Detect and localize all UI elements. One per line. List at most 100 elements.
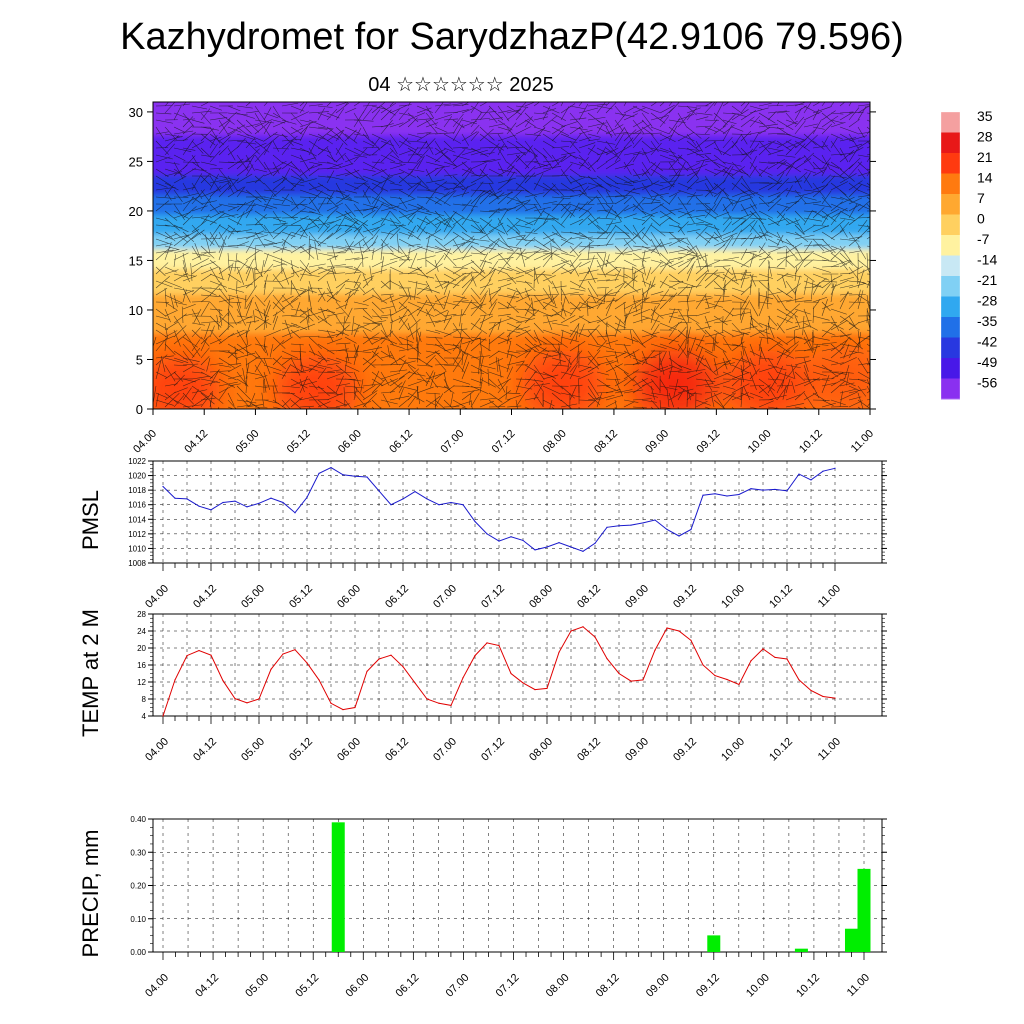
wind-barb [335, 304, 348, 310]
wind-barb [263, 182, 277, 197]
wind-barb [218, 364, 232, 368]
wind-barb [263, 102, 268, 107]
wind-barb [317, 167, 337, 170]
wind-barb [515, 349, 531, 359]
wind-barb [236, 166, 250, 177]
wind-barb [263, 274, 268, 289]
wind-barb [830, 346, 845, 359]
wind-barb [371, 378, 384, 387]
wind-barb [794, 245, 803, 261]
precip-xtick-label: 10.12 [794, 972, 822, 1000]
wind-barb [407, 318, 421, 331]
wind-barb [344, 257, 360, 261]
wind-barb [209, 282, 222, 296]
wind-barb [758, 201, 774, 205]
wind-barb [650, 193, 659, 205]
wind-barb [164, 171, 182, 177]
wind-barb [632, 124, 651, 135]
wind-barb [380, 372, 401, 380]
wind-barb [290, 269, 304, 275]
wind-barb [767, 245, 782, 248]
pmsl-xtick-label: 08.12 [575, 583, 603, 611]
wind-barb [452, 357, 466, 373]
wind-barb [191, 329, 202, 340]
wind-barb [569, 302, 580, 317]
wind-barb [785, 180, 803, 184]
wind-barb [740, 149, 758, 156]
wind-barb [164, 343, 176, 355]
wind-barb [245, 133, 265, 142]
wind-barb [587, 397, 602, 401]
wind-barb [479, 244, 494, 254]
wind-barb [434, 191, 450, 205]
wind-barb [794, 158, 812, 170]
wind-barb [317, 357, 330, 362]
wind-barb [830, 406, 849, 408]
wind-barb [785, 344, 799, 359]
wind-barb [317, 336, 334, 338]
wind-barb [416, 385, 419, 401]
wind-barb [443, 313, 457, 317]
wind-barb [704, 140, 725, 142]
temp-ytick-label: 12 [137, 678, 146, 687]
wind-barb [722, 336, 732, 351]
wind-barb [317, 107, 325, 121]
wind-barb [749, 143, 760, 156]
wind-barb [488, 287, 492, 306]
wind-barb [236, 186, 246, 198]
wind-barb [758, 253, 771, 268]
wind-barb [857, 105, 867, 121]
wind-barb [848, 336, 863, 350]
wind-barb [382, 393, 391, 408]
wind-barb [839, 196, 859, 205]
wind-barb [704, 159, 718, 163]
wind-barb [794, 319, 812, 324]
wind-barb [578, 107, 598, 114]
wind-barb [506, 165, 515, 177]
wind-barb [533, 196, 542, 209]
wind-barb [254, 266, 264, 278]
wind-barb [758, 230, 769, 240]
wind-barb [425, 235, 430, 254]
wind-barb [695, 297, 713, 303]
wind-barb [308, 238, 327, 245]
wind-barb [380, 238, 394, 253]
wind-barb [767, 219, 786, 226]
wind-barb [695, 311, 710, 317]
pmsl-ytick-label: 1020 [128, 472, 146, 481]
wind-barb [839, 147, 849, 163]
wind-barb [389, 375, 405, 387]
wind-barb [614, 133, 625, 149]
wind-barb [488, 260, 499, 275]
wind-barb [281, 314, 298, 317]
wind-barb [479, 126, 495, 141]
wind-barb [767, 357, 778, 373]
wind-barb [578, 364, 595, 369]
wind-barb [362, 185, 370, 198]
wind-barb [245, 355, 261, 366]
wind-barb [731, 329, 749, 335]
wind-barb [317, 308, 336, 313]
wind-barb [272, 161, 280, 174]
wind-barb [245, 258, 254, 275]
wind-barb [704, 189, 717, 195]
wind-barb [434, 399, 446, 409]
wind-barb [326, 163, 343, 170]
wind-barb [569, 364, 578, 380]
wind-barb [227, 259, 242, 263]
wind-barb [389, 350, 398, 365]
pmsl-point [810, 479, 812, 481]
temp-point [222, 680, 224, 682]
wind-barb [802, 315, 805, 336]
wind-barb [194, 243, 202, 261]
wind-barb [290, 127, 304, 135]
wind-barb [587, 287, 597, 304]
wind-barb [173, 371, 184, 382]
wind-barb [380, 231, 394, 235]
wind-barb [506, 108, 522, 121]
wind-barb [695, 383, 714, 387]
wind-barb [443, 174, 458, 177]
wind-barb [578, 142, 596, 149]
wind-barb [569, 350, 583, 366]
wind-barb [452, 217, 464, 226]
